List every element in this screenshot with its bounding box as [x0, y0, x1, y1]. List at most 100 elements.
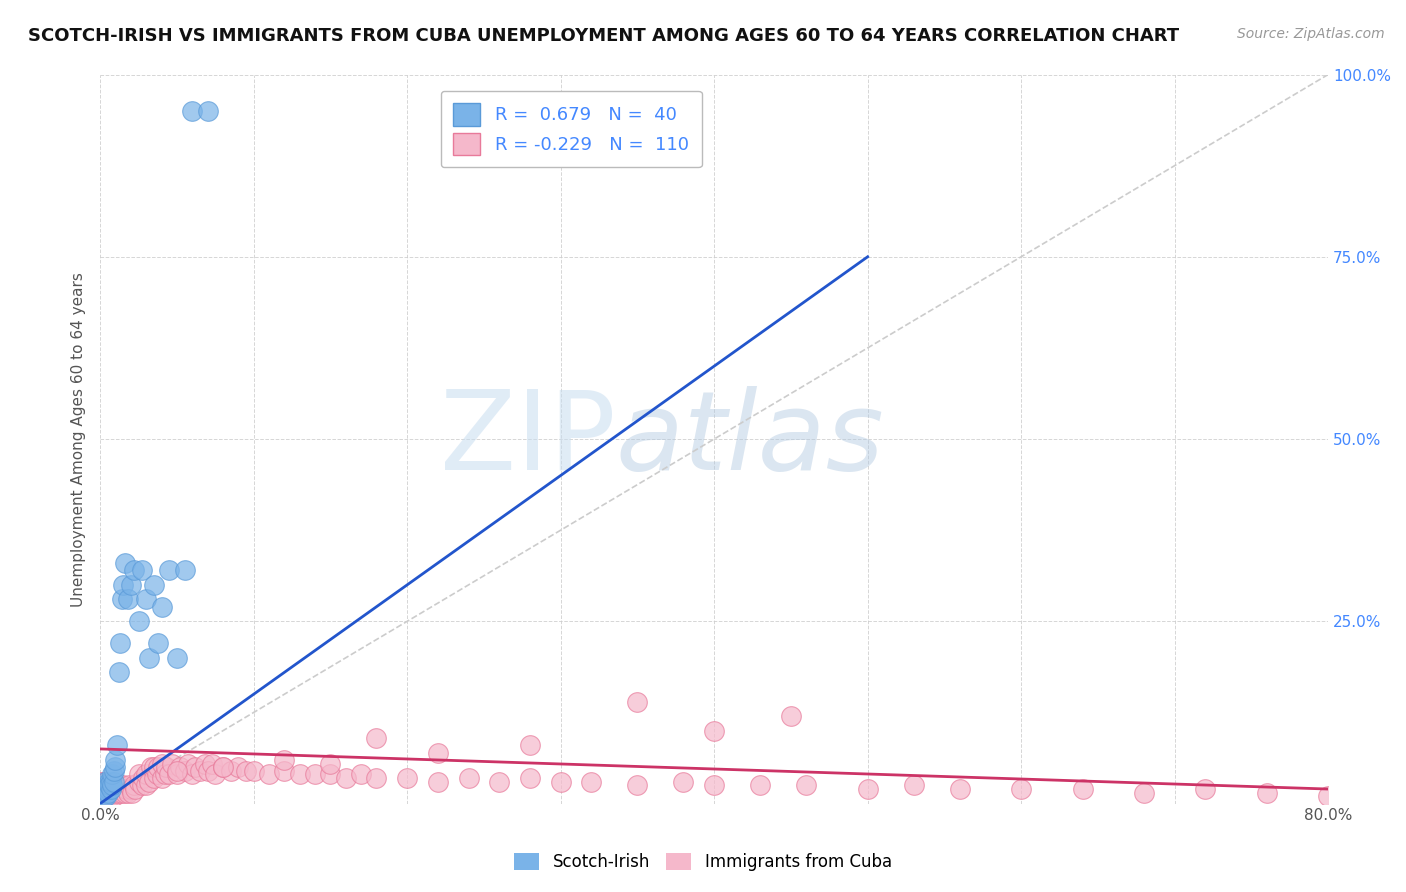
Point — [112, 578, 135, 592]
Point — [103, 782, 125, 797]
Point — [212, 760, 235, 774]
Point — [131, 563, 153, 577]
Point — [139, 760, 162, 774]
Point — [235, 764, 257, 778]
Point — [780, 709, 803, 723]
Point — [1010, 782, 1032, 797]
Point — [103, 789, 125, 804]
Legend: Scotch-Irish, Immigrants from Cuba: Scotch-Irish, Immigrants from Cuba — [506, 845, 900, 880]
Point — [101, 778, 124, 792]
Point — [626, 778, 648, 792]
Point — [96, 782, 118, 797]
Point — [181, 103, 204, 118]
Point — [114, 786, 136, 800]
Text: atlas: atlas — [616, 385, 884, 492]
Point — [319, 756, 342, 771]
Point — [138, 650, 160, 665]
Point — [157, 767, 180, 781]
Point — [111, 592, 134, 607]
Point — [101, 767, 124, 781]
Point — [703, 778, 725, 792]
Point — [93, 786, 115, 800]
Point — [138, 774, 160, 789]
Point — [1256, 786, 1278, 800]
Point — [148, 636, 170, 650]
Point — [148, 760, 170, 774]
Point — [550, 774, 572, 789]
Point — [104, 753, 127, 767]
Point — [104, 760, 127, 774]
Point — [118, 778, 141, 792]
Point — [288, 767, 311, 781]
Point — [107, 786, 129, 800]
Point — [105, 782, 128, 797]
Point — [169, 760, 191, 774]
Point — [91, 778, 114, 792]
Point — [226, 760, 249, 774]
Point — [135, 778, 157, 792]
Point — [426, 774, 449, 789]
Point — [219, 764, 242, 778]
Point — [1194, 782, 1216, 797]
Point — [90, 789, 112, 804]
Point — [162, 756, 184, 771]
Point — [488, 774, 510, 789]
Point — [457, 771, 479, 785]
Point — [96, 774, 118, 789]
Point — [93, 774, 115, 789]
Point — [519, 771, 541, 785]
Point — [949, 782, 972, 797]
Point — [1133, 786, 1156, 800]
Point — [112, 778, 135, 792]
Point — [98, 778, 121, 792]
Point — [91, 774, 114, 789]
Point — [519, 739, 541, 753]
Point — [242, 764, 264, 778]
Point — [319, 767, 342, 781]
Point — [93, 782, 115, 797]
Point — [626, 694, 648, 708]
Point — [96, 789, 118, 804]
Text: ZIP: ZIP — [440, 385, 616, 492]
Point — [98, 778, 121, 792]
Point — [97, 789, 120, 804]
Point — [212, 760, 235, 774]
Point — [98, 774, 121, 789]
Point — [350, 767, 373, 781]
Point — [128, 774, 150, 789]
Point — [128, 767, 150, 781]
Point — [173, 764, 195, 778]
Point — [193, 756, 215, 771]
Point — [304, 767, 326, 781]
Point — [97, 782, 120, 797]
Point — [90, 782, 112, 797]
Point — [115, 782, 138, 797]
Point — [903, 778, 925, 792]
Point — [201, 756, 224, 771]
Point — [396, 771, 419, 785]
Point — [97, 782, 120, 797]
Point — [91, 786, 114, 800]
Point — [155, 760, 177, 774]
Point — [197, 764, 219, 778]
Text: SCOTCH-IRISH VS IMMIGRANTS FROM CUBA UNEMPLOYMENT AMONG AGES 60 TO 64 YEARS CORR: SCOTCH-IRISH VS IMMIGRANTS FROM CUBA UNE… — [28, 27, 1180, 45]
Point — [93, 789, 115, 804]
Point — [426, 746, 449, 760]
Point — [117, 592, 139, 607]
Point — [856, 782, 879, 797]
Point — [122, 778, 145, 792]
Point — [98, 786, 121, 800]
Point — [166, 650, 188, 665]
Point — [122, 563, 145, 577]
Point — [366, 731, 388, 745]
Point — [120, 578, 142, 592]
Point — [114, 556, 136, 570]
Point — [257, 767, 280, 781]
Point — [273, 764, 295, 778]
Point — [132, 771, 155, 785]
Point — [173, 563, 195, 577]
Point — [105, 739, 128, 753]
Point — [117, 786, 139, 800]
Point — [150, 756, 173, 771]
Point — [197, 103, 219, 118]
